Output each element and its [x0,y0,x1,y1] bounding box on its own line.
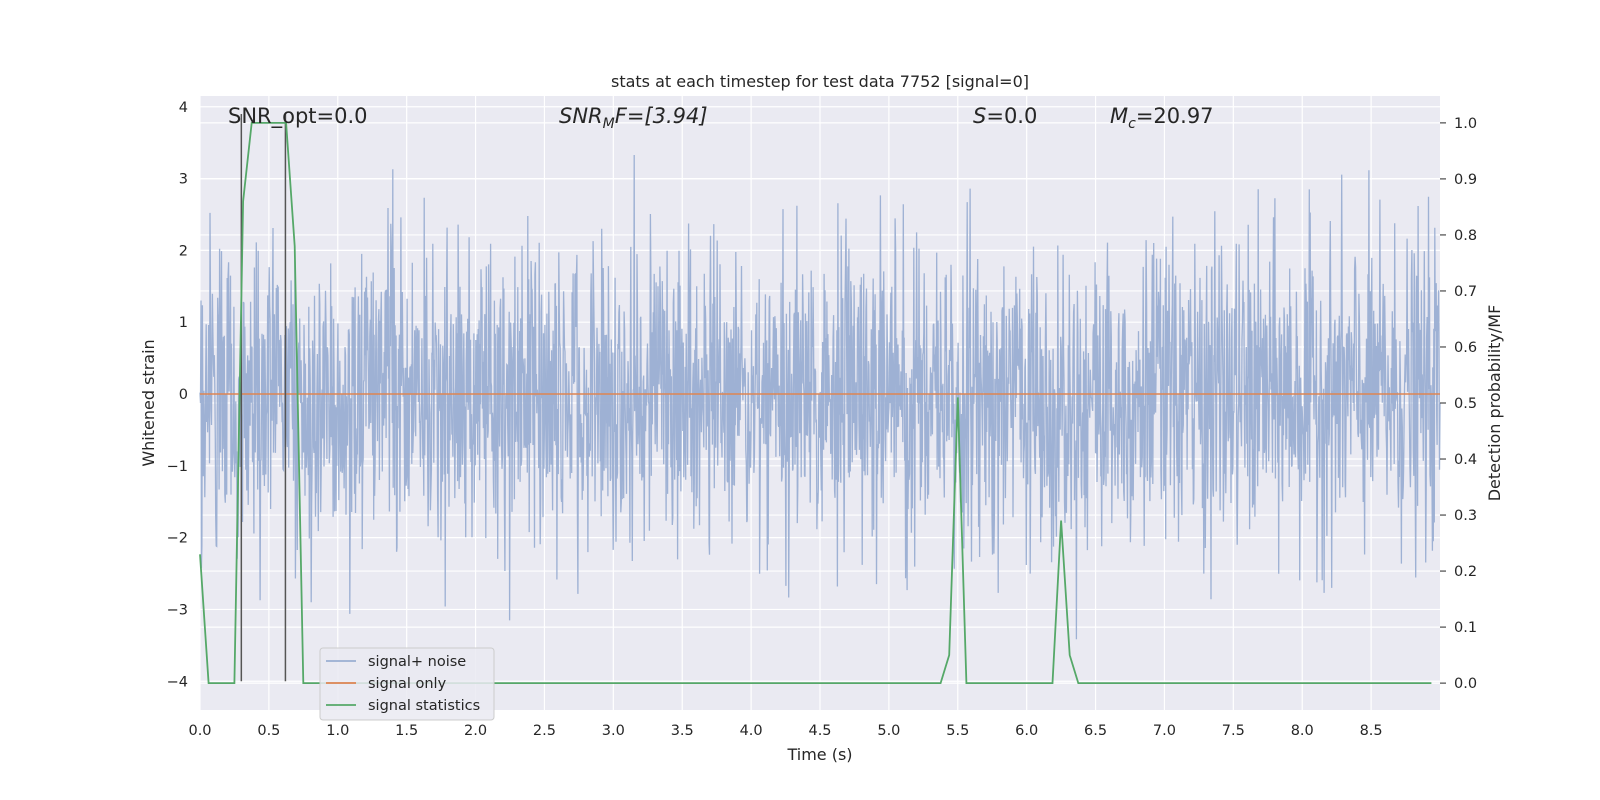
y-tick-label: 3 [179,172,188,188]
x-tick-label: 5.0 [877,723,900,739]
y-tick-label: 1 [179,315,188,331]
x-tick-label: 5.5 [946,723,969,739]
y-right-tick-label: 0.2 [1454,564,1477,580]
annotation-snr-mf-suffix: F=[3.94] [615,104,708,128]
y-right-tick-label: 0.5 [1454,396,1477,412]
annotation-mc-sub: c [1128,116,1136,132]
x-tick-label: 2.0 [464,723,487,739]
x-tick-label: 0.5 [257,723,280,739]
x-tick-label: 3.5 [671,723,694,739]
annotation-s-value: =0.0 [986,104,1037,128]
y-tick-label: 0 [179,387,188,403]
annotation-s-var: S [973,104,986,128]
legend-label-signal-statistics: signal statistics [368,698,480,714]
chart-title: stats at each timestep for test data 775… [611,72,1029,91]
annotation-snr-mf-base: SNR [559,104,603,128]
annotation-s: S=0.0 [973,104,1037,128]
x-axis-label: Time (s) [786,745,852,764]
x-tick-label: 1.5 [395,723,418,739]
legend-label-signal-only: signal only [368,676,447,692]
y-right-tick-label: 0.6 [1454,340,1477,356]
y-right-tick-label: 0.7 [1454,284,1477,300]
x-tick-label: 8.5 [1360,723,1383,739]
y-tick-label: −4 [167,674,188,690]
x-tick-label: 3.0 [602,723,625,739]
annotation-snr-mf-sub: M [603,116,615,132]
annotation-mc: Mc=20.97 [1110,104,1214,132]
annotation-mc-value: =20.97 [1136,104,1214,128]
y-axis-label: Whitened strain [139,339,158,466]
legend: signal+ noise signal only signal statist… [319,647,495,721]
x-tick-label: 6.5 [1084,723,1107,739]
x-tick-label: 4.0 [740,723,763,739]
annotation-mc-var: M [1110,104,1128,128]
y-tick-label: −2 [167,531,188,547]
annotation-snr-mf: SNRMF=[3.94] [559,104,708,132]
y-right-tick-label: 0.8 [1454,228,1477,244]
y-right-axis-label: Detection probability/MF [1485,305,1504,502]
y-right-tick-label: 0.0 [1454,676,1477,692]
legend-box [319,647,495,721]
x-tick-label: 2.5 [533,723,556,739]
y-right-tick-label: 0.4 [1454,452,1477,468]
series-signal-noise [199,154,1441,640]
annotation-snr-opt: SNR_opt=0.0 [228,104,368,129]
x-tick-label: 4.5 [808,723,831,739]
y-right-tick-label: 1.0 [1454,116,1477,132]
x-tick-label: 0.0 [188,723,211,739]
y-tick-label: 4 [179,100,188,116]
y-tick-label: 2 [179,243,188,259]
x-tick-label: 7.5 [1222,723,1245,739]
y-right-tick-label: 0.1 [1454,620,1477,636]
x-tick-label: 8.0 [1291,723,1314,739]
x-tick-label: 1.0 [326,723,349,739]
y-right-tick-label: 0.9 [1454,172,1477,188]
legend-label-signal-noise: signal+ noise [368,654,466,670]
series-signal-statistics [199,122,1432,684]
y-right-tick-label: 0.3 [1454,508,1477,524]
x-tick-label: 7.0 [1153,723,1176,739]
x-tick-label: 6.0 [1015,723,1038,739]
y-tick-label: −1 [167,459,188,475]
y-tick-label: −3 [167,602,188,618]
noise-layer [199,154,1441,640]
lines-layer [199,113,1440,684]
ticks-layer: 0.0 0.5 1.0 1.5 2.0 2.5 3.0 3.5 4.0 4.5 5.0 5.5 6.0 6… [167,100,1477,739]
